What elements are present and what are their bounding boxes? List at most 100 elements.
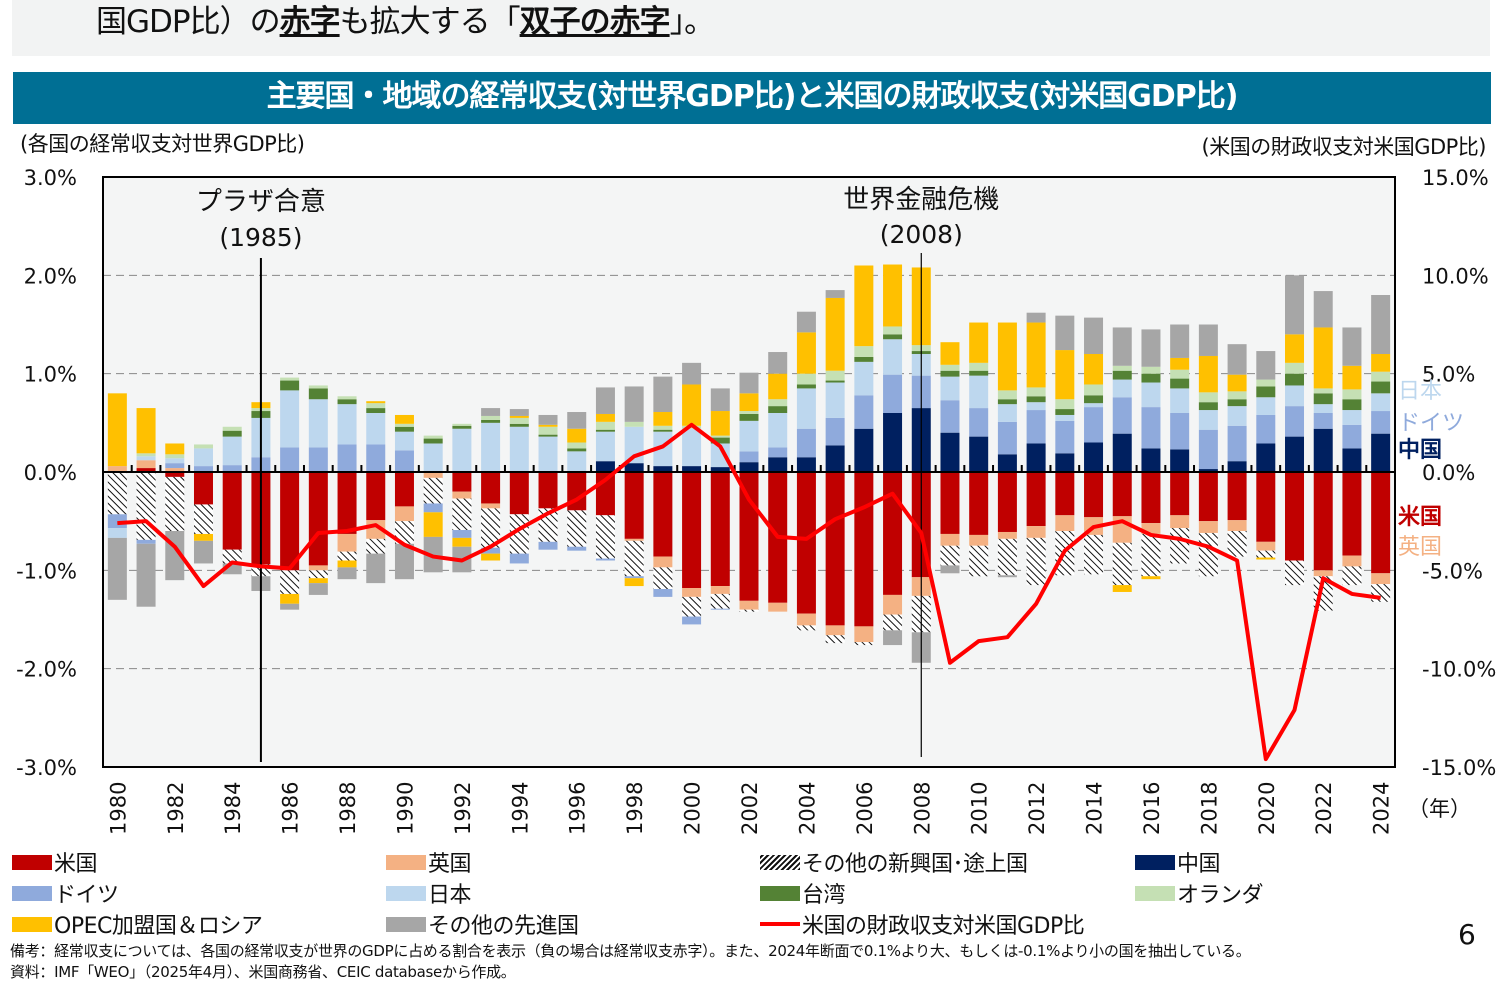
series-label-0: 日本 — [1398, 379, 1442, 404]
legend-label: 中国 — [1177, 852, 1221, 877]
bar-netherlands-2016 — [1141, 366, 1161, 374]
bar-taiwan-1988 — [337, 399, 357, 405]
bar-us-1986 — [280, 472, 300, 571]
bar-uk-2016 — [1141, 523, 1161, 534]
bar-japan-1984 — [222, 436, 242, 466]
y-tick-label: 1.0% — [24, 363, 77, 387]
bar-germany-1996 — [567, 546, 587, 551]
bar-emerging-2020 — [1256, 550, 1276, 558]
bar-japan-1991 — [423, 443, 443, 472]
bar-emerging-1993 — [481, 508, 501, 548]
bar-japan-2012 — [1026, 402, 1046, 411]
legend-swatch — [1135, 854, 1175, 870]
y2-tick-label: 0.0% — [1422, 461, 1475, 485]
bar-other_adv-1988 — [337, 567, 357, 580]
bar-japan-1982 — [165, 458, 185, 464]
bar-taiwan-2009 — [940, 370, 960, 377]
x-tick-label: 2006 — [853, 782, 877, 835]
bar-opec-1990 — [394, 414, 414, 424]
left-axis-label: (各国の経常収支対世界GDP比) — [20, 132, 305, 156]
bar-other_adv-2015 — [1112, 327, 1132, 366]
x-tick-label: 2008 — [910, 782, 934, 835]
bar-japan-2007 — [883, 339, 903, 375]
bar-emerging-1999 — [653, 567, 673, 590]
bar-china-2019 — [1227, 461, 1247, 472]
bar-other_adv-1995 — [538, 414, 558, 425]
bar-uk-2018 — [1198, 521, 1218, 533]
bar-taiwan-2021 — [1285, 373, 1305, 386]
bar-germany-1987 — [308, 447, 328, 472]
bar-opec-2005 — [825, 297, 845, 371]
footnote-notes: 備考：経常収支については、各国の経常収支が世界のGDPに占める割合を表示（負の場… — [10, 942, 1251, 960]
bar-opec-2006 — [854, 265, 874, 347]
bar-us-1993 — [481, 472, 501, 504]
bar-china-2022 — [1313, 428, 1333, 472]
x-tick-label: 1980 — [106, 782, 130, 835]
bar-taiwan-2012 — [1026, 396, 1046, 403]
bar-other_adv-1999 — [653, 376, 673, 413]
bar-germany-1990 — [394, 450, 414, 472]
bar-opec-1993 — [481, 553, 501, 561]
bar-opec-1997 — [595, 413, 615, 422]
bar-other_adv-2007 — [883, 630, 903, 646]
bar-japan-2013 — [1055, 414, 1075, 421]
bar-uk-2001 — [710, 586, 730, 594]
bar-japan-1994 — [509, 426, 529, 472]
bar-emerging-2017 — [1170, 528, 1190, 564]
bar-taiwan-2024 — [1371, 381, 1391, 394]
bar-japan-2011 — [997, 404, 1017, 422]
bar-netherlands-1994 — [509, 417, 529, 424]
bar-taiwan-1990 — [394, 426, 414, 432]
bar-opec-2000 — [682, 384, 702, 426]
event-year-1985: (1985) — [219, 223, 302, 252]
bar-japan-1980 — [107, 528, 127, 538]
bar-china-2010 — [969, 436, 989, 472]
bar-opec-2020 — [1256, 557, 1276, 560]
bar-china-2015 — [1112, 433, 1132, 472]
bar-netherlands-2021 — [1285, 362, 1305, 374]
bar-germany-2021 — [1285, 406, 1305, 437]
page-number: 6 — [1458, 918, 1476, 951]
bar-china-2016 — [1141, 448, 1161, 472]
bar-taiwan-1995 — [538, 434, 558, 437]
y-tick-label: 3.0% — [24, 166, 77, 190]
bar-netherlands-1993 — [481, 415, 501, 420]
bar-us-2004 — [796, 472, 816, 614]
bar-other_adv-1983 — [193, 540, 213, 564]
footnote-sources: 資料：IMF「WEO」（2025年4月）、米国商務省、CEIC database… — [10, 963, 516, 981]
bar-other_adv-2018 — [1198, 324, 1218, 356]
bar-germany-2016 — [1141, 407, 1161, 449]
banner-bold-twin-deficit: 双子の赤字 — [519, 4, 671, 40]
bar-netherlands-1986 — [280, 377, 300, 381]
bar-germany-2024 — [1371, 411, 1391, 434]
bar-us-2020 — [1256, 472, 1276, 542]
bar-uk-2003 — [768, 602, 788, 612]
bar-uk-2012 — [1026, 526, 1046, 538]
legend-item-germany: ドイツ — [12, 877, 119, 909]
bar-emerging-1996 — [567, 510, 587, 547]
bar-germany-2023 — [1342, 424, 1362, 449]
bar-germany-2017 — [1170, 413, 1190, 450]
bar-emerging-2016 — [1141, 533, 1161, 577]
bar-uk-2023 — [1342, 555, 1362, 567]
bar-taiwan-2015 — [1112, 370, 1132, 380]
legend-swatch — [386, 885, 426, 901]
bar-other_adv-2012 — [1026, 312, 1046, 323]
bar-germany-2022 — [1313, 413, 1333, 429]
bar-china-2002 — [739, 462, 759, 472]
legend-item-us: 米国 — [12, 846, 98, 878]
bar-japan-2019 — [1227, 406, 1247, 426]
bar-us-2022 — [1313, 472, 1333, 571]
bar-opec-1983 — [193, 533, 213, 541]
bar-emerging-2005 — [825, 635, 845, 644]
bar-japan-1990 — [394, 431, 414, 451]
bar-netherlands-1990 — [394, 423, 414, 427]
legend-label: オランダ — [1177, 883, 1264, 908]
bar-uk-1990 — [394, 506, 414, 522]
bar-emerging-2018 — [1198, 532, 1218, 577]
event-label-1985: プラザ合意 — [196, 187, 326, 217]
bar-germany-1989 — [366, 444, 386, 472]
bar-opec-2003 — [768, 373, 788, 400]
bar-other_adv-1996 — [567, 412, 587, 429]
